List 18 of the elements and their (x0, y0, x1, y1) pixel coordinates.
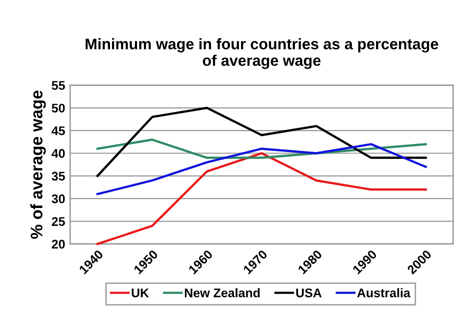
line-series (96, 138, 427, 159)
y-tick-label: 45 (52, 126, 65, 136)
y-tick-label: 30 (52, 194, 65, 204)
chart-title: Minimum wage in four countries as a percentage of average wage (86, 38, 438, 70)
line-series (96, 152, 427, 246)
line-series (96, 143, 427, 196)
legend-label: Australia (357, 288, 410, 298)
legend-label: USA (296, 288, 322, 298)
y-tick-label: 35 (52, 172, 65, 181)
y-axis-title: % of average wage (30, 90, 46, 239)
y-tick-label: 25 (52, 217, 65, 226)
legend-label: UK (132, 288, 149, 298)
y-tick-label: 40 (52, 149, 65, 158)
y-tick-label: 55 (52, 81, 65, 90)
y-tick-label: 20 (52, 240, 65, 249)
y-tick-label: 50 (52, 104, 65, 113)
legend-label: New Zealand (184, 288, 260, 298)
line-series (96, 106, 427, 178)
